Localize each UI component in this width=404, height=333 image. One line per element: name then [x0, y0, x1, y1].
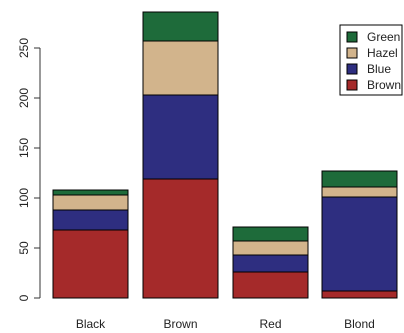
bar-segment-black-brown [52, 229, 129, 299]
legend-label-brown: Brown [367, 78, 401, 92]
bar-segment-red-brown [232, 271, 309, 299]
x-tick-label: Red [259, 317, 281, 331]
y-tick-label: 200 [17, 88, 31, 108]
bar-segment-brown-hazel [142, 40, 219, 96]
y-tick-label: 150 [17, 138, 31, 158]
legend-swatch-brown [346, 79, 358, 91]
y-tick-label: 100 [17, 188, 31, 208]
y-tick-label: 0 [17, 294, 31, 301]
bar-segment-brown-green [142, 11, 219, 42]
legend-swatch-green [346, 31, 358, 43]
bar-segment-brown-blue [142, 94, 219, 180]
bar-segment-black-hazel [52, 194, 129, 211]
legend-label-blue: Blue [367, 62, 391, 76]
x-tick-label: Brown [163, 317, 197, 331]
bar-segment-brown-brown [142, 178, 219, 299]
bar-segment-blond-green [321, 170, 398, 188]
bar-segment-red-green [232, 226, 309, 242]
bar-segment-blond-blue [321, 196, 398, 292]
legend-label-green: Green [367, 30, 400, 44]
x-tick-label: Black [76, 317, 106, 331]
x-tick-label: Blond [344, 317, 375, 331]
bar-segment-black-green [52, 189, 129, 196]
legend-label-hazel: Hazel [367, 46, 398, 60]
bar-segment-black-blue [52, 209, 129, 231]
y-tick-label: 250 [17, 38, 31, 58]
y-tick-label: 50 [17, 241, 31, 255]
bar-segment-red-blue [232, 254, 309, 273]
legend-swatch-hazel [346, 47, 358, 59]
legend-swatch-blue [346, 63, 358, 75]
bars-group [52, 11, 398, 299]
bar-segment-blond-brown [321, 290, 398, 299]
y-axis: 0 50 100 150 200 250 [17, 38, 41, 301]
bar-segment-blond-hazel [321, 186, 398, 198]
bar-segment-red-hazel [232, 240, 309, 256]
x-axis-labels: Black Brown Red Blond [76, 317, 375, 331]
legend: Green Hazel Blue Brown [339, 24, 403, 96]
